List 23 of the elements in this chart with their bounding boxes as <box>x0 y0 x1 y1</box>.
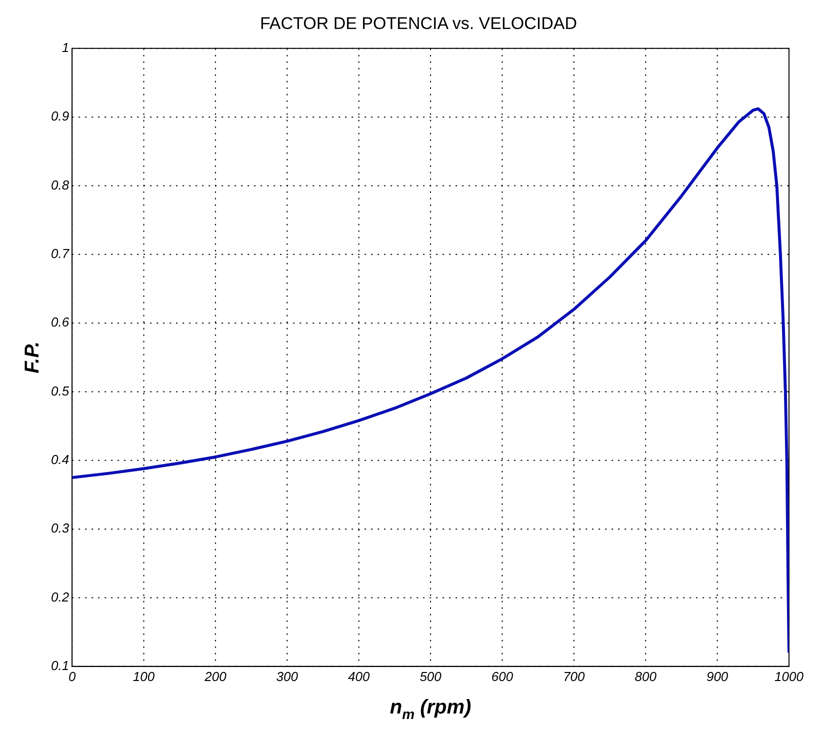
y-tick-label: 0.5 <box>50 383 70 398</box>
x-tick-label: 300 <box>276 668 299 684</box>
y-tick-label: 0.1 <box>50 658 70 674</box>
y-axis-title: F.P. <box>22 341 44 374</box>
x-tick-label: 400 <box>348 668 370 684</box>
x-tick-label: 700 <box>563 668 586 684</box>
y-tick-label: 0.2 <box>50 589 70 604</box>
y-tick-label: 0.4 <box>50 452 70 468</box>
y-tick-label: 1 <box>62 40 70 56</box>
y-tick-label: 0.7 <box>50 246 70 262</box>
y-tick-label: 0.9 <box>50 108 70 124</box>
y-tick-label: 0.8 <box>50 177 70 192</box>
x-tick-label: 600 <box>491 668 514 684</box>
x-tick-label: 500 <box>420 668 442 684</box>
y-tick-label: 0.3 <box>50 520 70 536</box>
x-tick-label: 0 <box>68 668 76 684</box>
x-tick-label: 800 <box>634 668 658 684</box>
x-tick-label: 200 <box>204 668 228 684</box>
y-tick-label: 0.6 <box>50 314 70 330</box>
x-tick-label: 1000 <box>774 668 804 684</box>
chart-title: FACTOR DE POTENCIA vs. VELOCIDAD <box>260 14 578 33</box>
x-tick-label: 100 <box>132 668 156 684</box>
x-tick-label: 900 <box>706 668 729 684</box>
